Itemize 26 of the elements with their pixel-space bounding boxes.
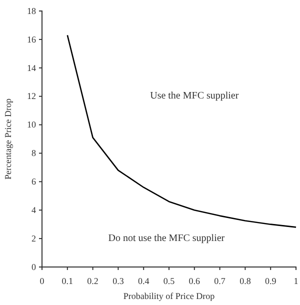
annotation: Do not use the MFC supplier: [108, 232, 226, 244]
y-tick-label: 12: [27, 91, 36, 102]
y-tick-label: 0: [32, 262, 36, 272]
x-tick-label: 0.9: [264, 276, 277, 286]
x-tick-label: 0.2: [87, 276, 98, 286]
x-tick-label: 0.4: [138, 276, 150, 286]
y-tick-label: 10: [27, 120, 36, 130]
y-tick-label: 14: [27, 62, 36, 73]
x-axis-title: Probability of Price Drop: [123, 291, 216, 301]
x-tick-label: 0.7: [214, 276, 226, 286]
x-tick-label: 0.5: [163, 276, 176, 286]
y-axis-title: Percentage Price Drop: [3, 98, 13, 180]
x-tick-label: 0: [40, 276, 45, 286]
y-tick-label: 6: [32, 176, 36, 187]
x-tick-label: 0.3: [112, 276, 124, 286]
y-tick-label: 18: [27, 6, 36, 16]
annotation: Use the MFC supplier: [150, 90, 240, 102]
y-tick-label: 8: [32, 148, 36, 158]
x-tick-label: 0.8: [240, 276, 252, 286]
y-tick-label: 2: [32, 233, 36, 244]
x-tick-label: 1: [294, 276, 298, 286]
y-tick-label: 4: [32, 204, 36, 215]
x-tick-label: 0.6: [188, 276, 201, 286]
x-tick-label: 0.1: [62, 276, 74, 286]
y-tick-label: 16: [27, 34, 36, 44]
line-series: [66, 34, 297, 228]
